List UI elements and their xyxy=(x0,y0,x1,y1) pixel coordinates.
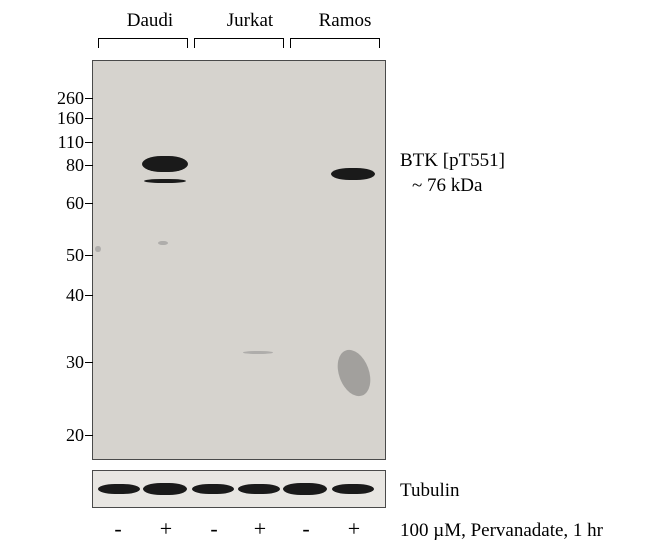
mw-110: 110 xyxy=(44,132,84,153)
mw-tick-30 xyxy=(85,362,93,363)
tub-band-1 xyxy=(98,484,140,494)
faint-mark-3 xyxy=(243,351,273,354)
treat-sign-6: + xyxy=(344,516,364,542)
mw-tick-40 xyxy=(85,295,93,296)
tub-band-6 xyxy=(332,484,374,494)
treat-sign-1: - xyxy=(108,516,128,542)
mw-tick-60 xyxy=(85,203,93,204)
tub-band-5 xyxy=(283,483,327,495)
treat-sign-4: + xyxy=(250,516,270,542)
mw-80: 80 xyxy=(44,155,84,176)
btk-band-daudi-plus-minor xyxy=(144,179,186,183)
mw-tick-50 xyxy=(85,255,93,256)
label-btk: BTK [pT551] xyxy=(400,150,505,172)
mw-tick-20 xyxy=(85,435,93,436)
smudge-ramos xyxy=(332,345,377,400)
btk-band-ramos-plus xyxy=(331,168,375,180)
header-jurkat: Jurkat xyxy=(215,10,285,32)
mw-60: 60 xyxy=(44,193,84,214)
mw-tick-110 xyxy=(85,142,93,143)
label-tubulin: Tubulin xyxy=(400,480,460,502)
bracket-ramos xyxy=(290,38,380,48)
treat-sign-3: - xyxy=(204,516,224,542)
mw-50: 50 xyxy=(44,245,84,266)
mw-160: 160 xyxy=(44,108,84,129)
mw-40: 40 xyxy=(44,285,84,306)
main-blot-panel xyxy=(92,60,386,460)
mw-tick-80 xyxy=(85,165,93,166)
tub-band-2 xyxy=(143,483,187,495)
faint-mark-2 xyxy=(158,241,168,245)
mw-tick-160 xyxy=(85,118,93,119)
treat-sign-5: - xyxy=(296,516,316,542)
mw-260: 260 xyxy=(44,88,84,109)
header-daudi: Daudi xyxy=(115,10,185,32)
western-blot-figure: Daudi Jurkat Ramos 260 160 110 80 60 50 … xyxy=(0,0,650,553)
mw-20: 20 xyxy=(44,425,84,446)
mw-30: 30 xyxy=(44,352,84,373)
treat-sign-2: + xyxy=(156,516,176,542)
faint-mark-1 xyxy=(95,246,101,252)
mw-tick-260 xyxy=(85,98,93,99)
header-ramos: Ramos xyxy=(310,10,380,32)
bracket-jurkat xyxy=(194,38,284,48)
btk-band-daudi-plus-main xyxy=(142,156,188,172)
bracket-daudi xyxy=(98,38,188,48)
treatment-label: 100 µM, Pervanadate, 1 hr xyxy=(400,520,603,542)
tub-band-4 xyxy=(238,484,280,494)
tubulin-panel xyxy=(92,470,386,508)
label-kda: ~ 76 kDa xyxy=(412,175,482,197)
tub-band-3 xyxy=(192,484,234,494)
